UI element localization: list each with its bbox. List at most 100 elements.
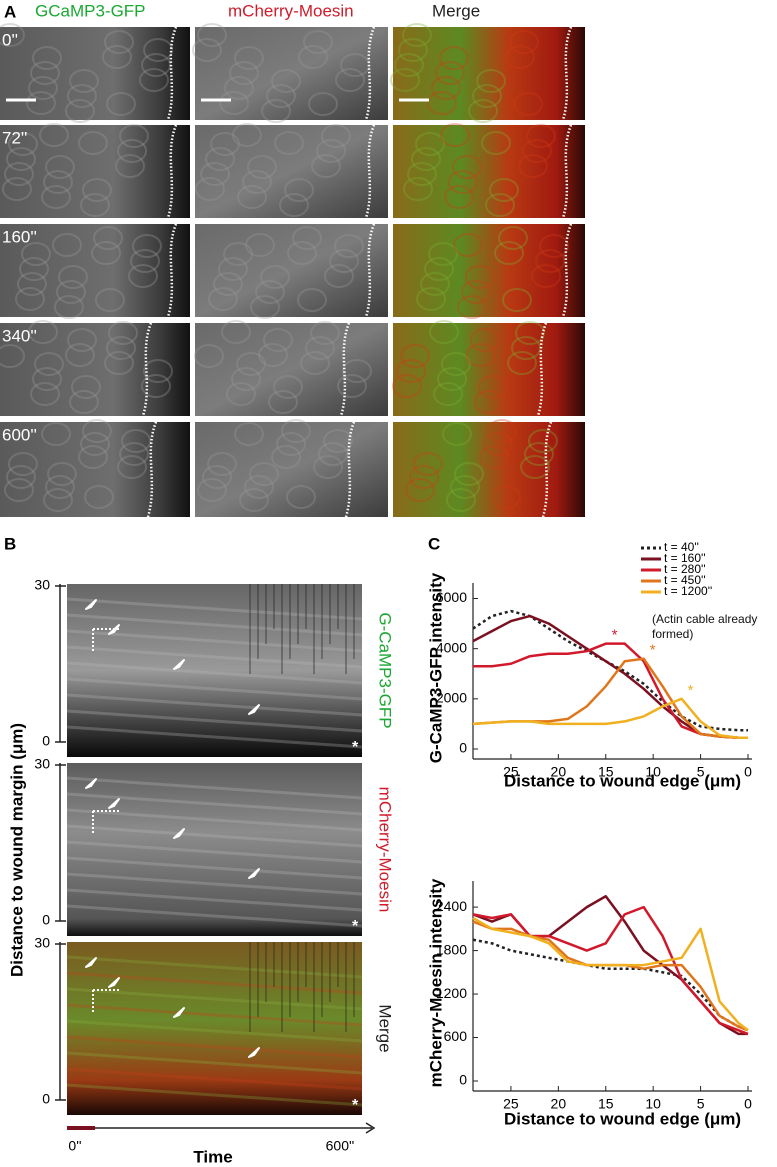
cell-texture <box>465 265 495 289</box>
arrowhead <box>85 957 97 968</box>
microscopy-image <box>393 422 585 517</box>
kymograph-streak <box>66 888 363 912</box>
microscopy-image <box>195 323 388 416</box>
kymograph-streak <box>66 629 363 653</box>
arrowhead <box>173 828 185 839</box>
cell-texture <box>132 234 162 258</box>
cell-texture <box>119 442 149 466</box>
x-tick-label: 0 <box>744 764 752 780</box>
y-tick-label: 0 <box>42 1091 50 1107</box>
cell-texture <box>435 61 465 85</box>
cell-texture <box>446 488 476 512</box>
cell-texture <box>531 264 561 288</box>
cell-texture <box>392 374 422 398</box>
kymograph-streak <box>66 792 363 816</box>
cell-texture <box>237 185 267 209</box>
cell-texture <box>207 452 237 476</box>
cell-texture <box>28 76 58 100</box>
cell-texture <box>415 132 445 156</box>
cell-texture <box>342 359 372 383</box>
y-tick-label: 2000 <box>436 690 467 706</box>
cell-texture <box>311 154 341 178</box>
wound-edge <box>146 421 158 518</box>
timepoint-label: 600'' <box>2 425 37 444</box>
kymograph-streak <box>66 645 363 669</box>
y-axis-label: Distance to wound margin (μm) <box>7 723 26 977</box>
cell-texture <box>313 455 343 479</box>
wound-edge <box>364 223 376 318</box>
wound-edge <box>339 322 351 417</box>
cell-texture <box>287 241 317 265</box>
cell-texture <box>249 462 279 486</box>
cell-texture <box>202 465 232 489</box>
cell-texture <box>318 442 348 466</box>
kymograph-streak <box>66 971 363 995</box>
kymograph-streak <box>66 872 363 896</box>
kymograph-streak <box>66 776 363 800</box>
cell-texture <box>45 475 75 499</box>
cell-texture <box>82 178 112 202</box>
cell-texture <box>32 367 62 391</box>
arrowhead <box>108 977 120 988</box>
cell-texture <box>400 344 430 368</box>
cell-texture <box>535 249 565 273</box>
cell-texture <box>263 328 293 352</box>
y-axis-label: G-CaMP3-GFP intensity <box>426 572 445 763</box>
cell-texture <box>221 320 251 344</box>
kymograph-streak <box>66 904 363 928</box>
kymograph-streak <box>66 677 363 701</box>
column-header: mCherry-Moesin <box>228 1 354 20</box>
kymograph-streak <box>66 1083 363 1107</box>
cell-texture <box>41 185 71 209</box>
cell-texture <box>6 147 36 171</box>
x-tick-label: 25 <box>503 764 519 780</box>
cell-texture <box>208 287 238 311</box>
kymograph-streak <box>66 955 363 979</box>
cell-texture <box>518 154 548 178</box>
cell-texture <box>472 84 502 108</box>
panel-label: B <box>4 534 16 553</box>
cell-texture <box>316 139 346 163</box>
y-tick-label: 0 <box>42 733 50 749</box>
cell-texture <box>308 92 338 116</box>
cell-texture <box>128 264 158 288</box>
cell-texture <box>28 320 58 344</box>
cell-texture <box>427 91 457 115</box>
cell-texture <box>470 328 500 352</box>
cell-texture <box>403 177 433 201</box>
cell-texture <box>402 23 432 47</box>
kymograph-streak <box>66 597 363 621</box>
cell-texture <box>507 351 537 375</box>
cell-texture <box>93 226 123 250</box>
bracket <box>92 989 120 1012</box>
time-end: 600'' <box>326 1138 355 1154</box>
annotation: * <box>612 627 618 644</box>
cell-texture <box>431 76 461 100</box>
cell-texture <box>483 432 513 456</box>
legend-label: t = 40'' <box>664 540 699 554</box>
x-tick-label: 25 <box>503 1096 519 1112</box>
cell-texture <box>30 61 60 85</box>
cell-texture <box>117 139 147 163</box>
cell-texture <box>284 178 314 202</box>
cell-texture <box>247 155 277 179</box>
cell-texture <box>4 478 34 502</box>
cell-texture <box>213 272 243 296</box>
cell-texture <box>502 288 532 312</box>
timepoint-label: 340'' <box>2 326 37 345</box>
cell-texture <box>440 123 470 147</box>
cell-texture <box>78 131 108 155</box>
cell-texture <box>39 123 69 147</box>
x-tick-label: 0 <box>744 1096 752 1112</box>
cell-texture <box>6 465 36 489</box>
cell-texture <box>244 475 274 499</box>
cell-texture <box>279 193 309 217</box>
arrowhead <box>108 798 120 809</box>
cell-texture <box>520 455 550 479</box>
kymograph-streak <box>66 661 363 685</box>
cell-texture <box>43 488 73 512</box>
y-tick-label: 1800 <box>436 941 467 957</box>
cell-texture <box>91 241 121 265</box>
cell-texture <box>0 23 25 47</box>
